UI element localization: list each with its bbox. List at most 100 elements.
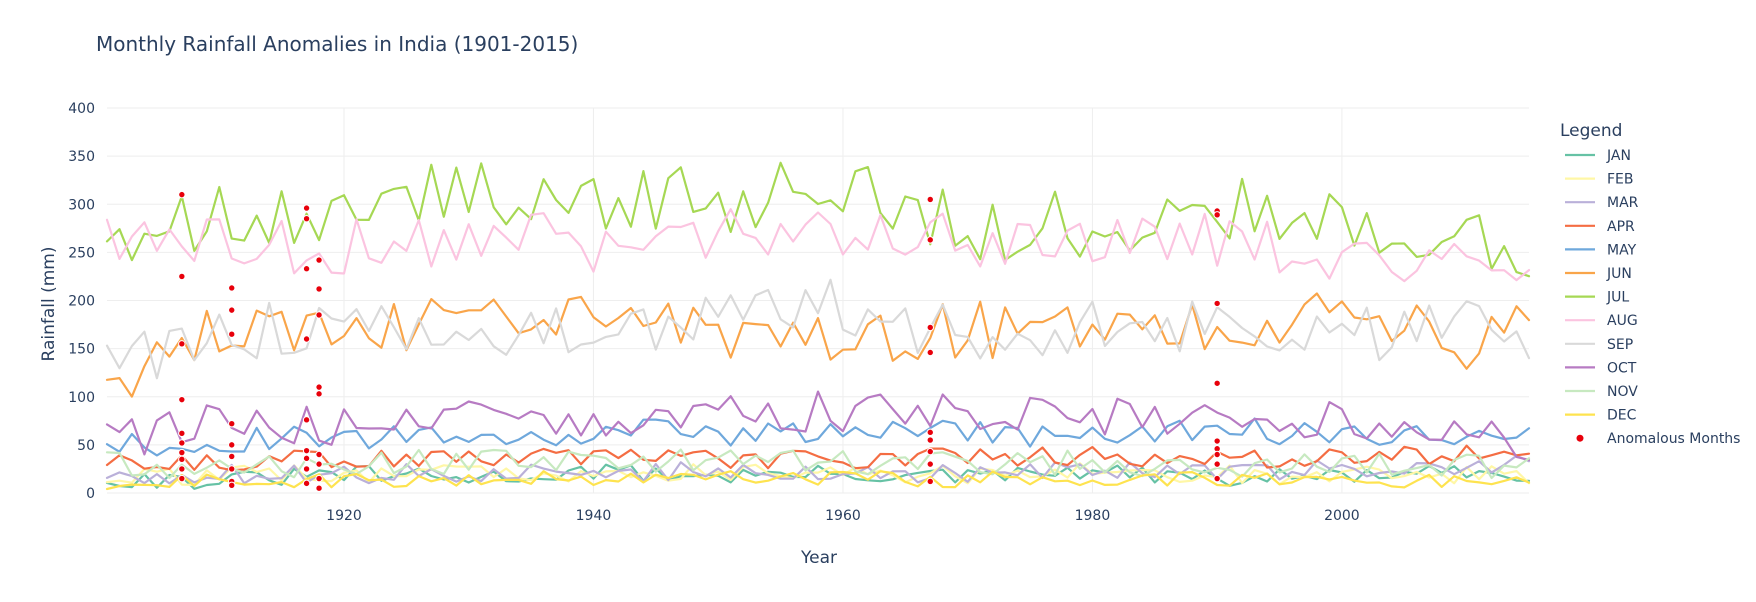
legend-label-aug: AUG [1607, 313, 1638, 329]
anomaly-point [926, 447, 934, 456]
anomaly-point [228, 420, 236, 428]
legend: Legend JAN FEB MAR APR MAY JUN JUL AUG SEP OCT NOV… [1560, 121, 1740, 447]
legend-label-jun: JUN [1606, 266, 1632, 282]
x-tick-label: 1920 [326, 508, 362, 524]
y-tick-label: 50 [77, 438, 95, 454]
series-lines [105, 161, 1531, 491]
y-tick-label: 400 [68, 101, 95, 117]
anomaly-point [926, 428, 934, 437]
legend-label-anomalies: Anomalous Months [1607, 431, 1740, 447]
anomaly-point [302, 204, 311, 212]
y-tick-label: 0 [86, 486, 95, 502]
legend-label-mar: MAR [1607, 195, 1639, 211]
x-tick-label: 2000 [1324, 508, 1360, 524]
series-line-apr [105, 444, 1531, 472]
anomaly-point [926, 460, 934, 468]
y-axis-title: Rainfall (mm) [39, 247, 59, 362]
legend-label-nov: NOV [1607, 384, 1638, 400]
series-line-jan [105, 463, 1531, 490]
anomaly-point [178, 448, 186, 457]
anomaly-point [315, 285, 323, 293]
legend-label-dec: DEC [1607, 408, 1637, 424]
anomaly-point [302, 265, 311, 273]
y-tick-label: 300 [68, 197, 95, 213]
anomaly-point [315, 256, 323, 264]
x-tick-label: 1940 [576, 508, 612, 524]
series-line-feb [105, 462, 1531, 486]
anomaly-point [315, 311, 323, 319]
anomaly-point [1213, 437, 1221, 445]
anomaly-point [926, 436, 934, 444]
anomaly-point [228, 330, 236, 338]
anomaly-point [178, 474, 186, 483]
anomaly-point [228, 481, 236, 489]
anomaly-point [302, 416, 311, 424]
anomaly-point [302, 479, 311, 488]
anomaly-point [178, 429, 186, 438]
legend-label-oct: OCT [1607, 360, 1637, 376]
series-line-aug [105, 208, 1531, 283]
anomaly-point [302, 454, 311, 463]
series-line-oct [105, 390, 1531, 462]
anomaly-point [178, 340, 186, 348]
y-tick-label: 150 [68, 342, 95, 358]
anomaly-point [315, 460, 323, 468]
chart-title: Monthly Rainfall Anomalies in India (190… [96, 32, 578, 56]
anomaly-point [315, 484, 323, 492]
anomaly-point [926, 323, 934, 332]
anomaly-point [228, 284, 236, 292]
series-line-may [105, 417, 1531, 457]
anomaly-point [926, 195, 934, 204]
axis-ticks: 0 50 100 150 200 250 300 350 400 1920 1940 1960 1980… [68, 101, 1359, 524]
series-line-jul [105, 161, 1531, 278]
series-line-nov [105, 448, 1531, 480]
legend-label-feb: FEB [1607, 172, 1634, 188]
anomaly-point [302, 446, 311, 455]
y-tick-label: 350 [68, 149, 95, 165]
anomaly-point [302, 335, 311, 343]
anomaly-point [302, 214, 311, 223]
anomaly-point [315, 390, 323, 398]
series-line-mar [105, 454, 1531, 485]
anomaly-point [1213, 474, 1221, 483]
anomaly-point [926, 348, 934, 357]
anomaly-point [1213, 211, 1221, 219]
legend-label-sep: SEP [1607, 337, 1633, 353]
anomaly-point [228, 306, 236, 314]
anomaly-point [228, 465, 236, 473]
anomaly-point [178, 190, 186, 199]
x-tick-label: 1980 [1075, 508, 1111, 524]
anomaly-point [1213, 299, 1221, 308]
legend-swatch-anomalies [1576, 434, 1584, 442]
legend-label-may: MAY [1607, 242, 1637, 258]
y-tick-label: 200 [68, 294, 95, 310]
series-line-sep [105, 278, 1531, 380]
anomaly-point [178, 465, 186, 473]
legend-label-jan: JAN [1606, 148, 1631, 164]
anomaly-point [926, 477, 934, 486]
anomaly-point [178, 455, 186, 464]
y-tick-label: 100 [68, 390, 95, 406]
anomaly-point [178, 395, 186, 404]
legend-title: Legend [1560, 121, 1622, 141]
series-line-jun [105, 292, 1531, 398]
anomaly-point [315, 450, 323, 459]
anomaly-point [315, 474, 323, 483]
anomaly-point [178, 439, 186, 447]
legend-label-apr: APR [1607, 219, 1635, 235]
anomaly-point [228, 452, 236, 461]
legend-label-jul: JUL [1606, 290, 1629, 306]
anomaly-point [1213, 460, 1221, 468]
anomaly-markers [178, 190, 1221, 492]
anomaly-point [1213, 450, 1221, 459]
y-tick-label: 250 [68, 245, 95, 261]
anomaly-point [1213, 379, 1221, 387]
anomaly-point [302, 465, 311, 473]
anomaly-point [926, 236, 934, 244]
x-axis-title: Year [800, 548, 837, 568]
x-tick-label: 1960 [825, 508, 861, 524]
series-line-dec [105, 470, 1531, 491]
anomaly-point [315, 383, 323, 391]
